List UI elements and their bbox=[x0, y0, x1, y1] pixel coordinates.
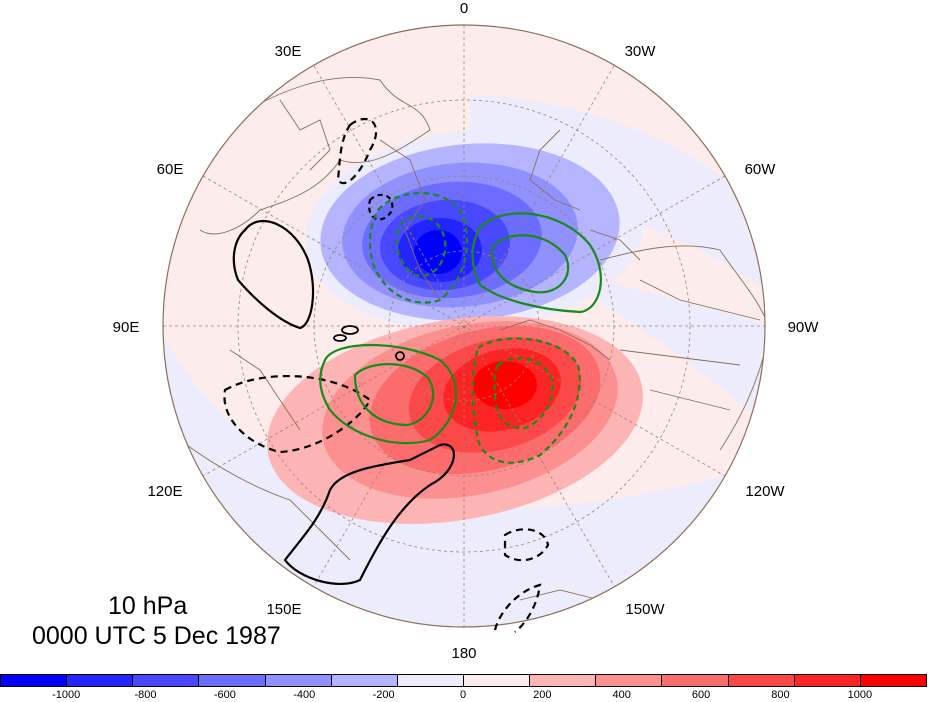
colorbar-tick-label: -600 bbox=[213, 689, 236, 701]
green-contour-north-inner bbox=[490, 234, 570, 294]
lon-label-30w: 30W bbox=[625, 43, 657, 60]
lon-label-120e: 120E bbox=[147, 483, 182, 500]
colorbar-box bbox=[859, 674, 927, 687]
lon-label-60e: 60E bbox=[157, 161, 184, 178]
globe-boundary bbox=[162, 24, 766, 628]
lon-label-150w: 150W bbox=[625, 601, 665, 618]
lon-label-90e: 90E bbox=[113, 319, 140, 336]
colorbar-box bbox=[793, 674, 861, 687]
colorbar-tick-label: -1000 bbox=[52, 689, 81, 701]
colorbar-box bbox=[198, 674, 266, 687]
lon-label-30e: 30E bbox=[275, 43, 302, 60]
colorbar-tick-label: 400 bbox=[612, 689, 631, 701]
small-contour-3 bbox=[395, 351, 405, 361]
green-contours bbox=[319, 191, 602, 464]
dashed-contour-scandinavia bbox=[336, 118, 378, 185]
positive-anomaly bbox=[267, 316, 643, 524]
solid-contour-east-siberia bbox=[232, 220, 315, 330]
colorbar-box bbox=[661, 674, 729, 687]
colorbar-tick-label: -200 bbox=[372, 689, 395, 701]
colorbar-box bbox=[264, 674, 332, 687]
colorbar-box bbox=[132, 674, 200, 687]
colorbar-tick-label: -800 bbox=[134, 689, 157, 701]
colorbar-box bbox=[529, 674, 597, 687]
colorbar-tick-label: 0 bbox=[459, 689, 467, 701]
green-contour-south-inner bbox=[353, 363, 435, 427]
colorbar-tick-label: 800 bbox=[771, 689, 790, 701]
dashed-contour-south-2 bbox=[493, 583, 542, 633]
lon-label-150e: 150E bbox=[266, 601, 301, 618]
lon-label-0: 0 bbox=[460, 0, 468, 17]
colorbar-box bbox=[396, 674, 464, 687]
small-contour-1 bbox=[341, 325, 359, 335]
colorbar-tick-label: -400 bbox=[293, 689, 316, 701]
lon-label-180: 180 bbox=[451, 645, 476, 662]
colorbar-box bbox=[0, 674, 68, 687]
dashed-contour-small bbox=[368, 193, 394, 221]
lon-label-120w: 120W bbox=[745, 483, 785, 500]
dashed-contour-asia bbox=[223, 374, 372, 454]
polar-stereographic-map: 0 30E 30W 60E 60W 90E 90W 120E 120W 150E… bbox=[113, 0, 820, 662]
black-contours bbox=[223, 118, 550, 633]
green-contour-north-outer bbox=[471, 212, 602, 314]
lon-label-90w: 90W bbox=[788, 319, 820, 336]
colorbar: -1000 -800 -600 -400 -200 0 200 400 600 800 1000 bbox=[0, 674, 928, 702]
lon-label-60w: 60W bbox=[745, 161, 777, 178]
dashed-contour-south-1 bbox=[503, 528, 550, 562]
colorbar-tick-label: 1000 bbox=[847, 689, 873, 701]
colorbar-box bbox=[66, 674, 134, 687]
pressure-level-title: 10 hPa bbox=[108, 592, 188, 620]
colorbar-box bbox=[595, 674, 663, 687]
valid-time-title: 0000 UTC 5 Dec 1987 bbox=[32, 622, 281, 650]
green-dashed-red-lobe-inner bbox=[493, 357, 554, 430]
colorbar-tick-label: 200 bbox=[533, 689, 552, 701]
colorbar-box bbox=[463, 674, 531, 687]
graticule bbox=[163, 25, 765, 627]
colorbar-box bbox=[727, 674, 795, 687]
small-contour-2 bbox=[333, 334, 347, 342]
colorbar-tick-label: 600 bbox=[691, 689, 711, 701]
colorbar-box bbox=[330, 674, 398, 687]
green-contour-south-outer bbox=[319, 343, 458, 445]
solid-contour-pacific bbox=[283, 443, 455, 585]
longitude-labels: 0 30E 30W 60E 60W 90E 90W 120E 120W 150E… bbox=[113, 0, 820, 662]
green-dashed-blue-lobe bbox=[368, 191, 469, 304]
